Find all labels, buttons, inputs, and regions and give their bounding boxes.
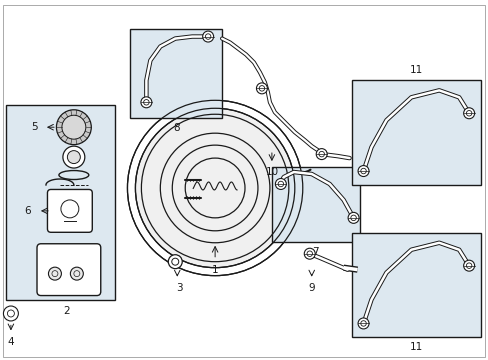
- Text: 2: 2: [63, 306, 69, 316]
- Text: 3: 3: [176, 283, 182, 293]
- Circle shape: [3, 306, 19, 321]
- Circle shape: [62, 115, 85, 139]
- Circle shape: [463, 260, 474, 271]
- Circle shape: [256, 83, 267, 94]
- Bar: [351, 80, 480, 185]
- Circle shape: [70, 267, 83, 280]
- FancyBboxPatch shape: [37, 244, 101, 296]
- Text: 7: 7: [312, 247, 318, 257]
- Circle shape: [347, 212, 358, 223]
- Circle shape: [304, 248, 315, 259]
- Text: 8: 8: [173, 123, 179, 133]
- Circle shape: [316, 149, 326, 159]
- Bar: [271, 167, 359, 242]
- Bar: [6, 105, 115, 300]
- Bar: [351, 233, 480, 337]
- Text: 9: 9: [308, 283, 314, 293]
- Circle shape: [463, 108, 474, 119]
- Circle shape: [127, 100, 302, 276]
- Circle shape: [141, 97, 152, 108]
- Circle shape: [67, 150, 80, 163]
- Circle shape: [275, 179, 286, 189]
- Text: 5: 5: [31, 122, 37, 132]
- Circle shape: [357, 166, 368, 176]
- Circle shape: [357, 318, 368, 329]
- Circle shape: [202, 31, 213, 42]
- Text: 11: 11: [409, 342, 422, 352]
- Text: 4: 4: [8, 337, 14, 347]
- Text: 11: 11: [409, 66, 422, 76]
- FancyBboxPatch shape: [47, 189, 92, 232]
- Circle shape: [168, 255, 182, 269]
- Circle shape: [135, 108, 294, 268]
- Text: 6: 6: [25, 206, 31, 216]
- Text: 10: 10: [265, 167, 278, 177]
- Circle shape: [63, 146, 84, 168]
- Bar: [130, 28, 222, 118]
- Text: 1: 1: [211, 265, 218, 275]
- Circle shape: [56, 110, 91, 145]
- Circle shape: [48, 267, 61, 280]
